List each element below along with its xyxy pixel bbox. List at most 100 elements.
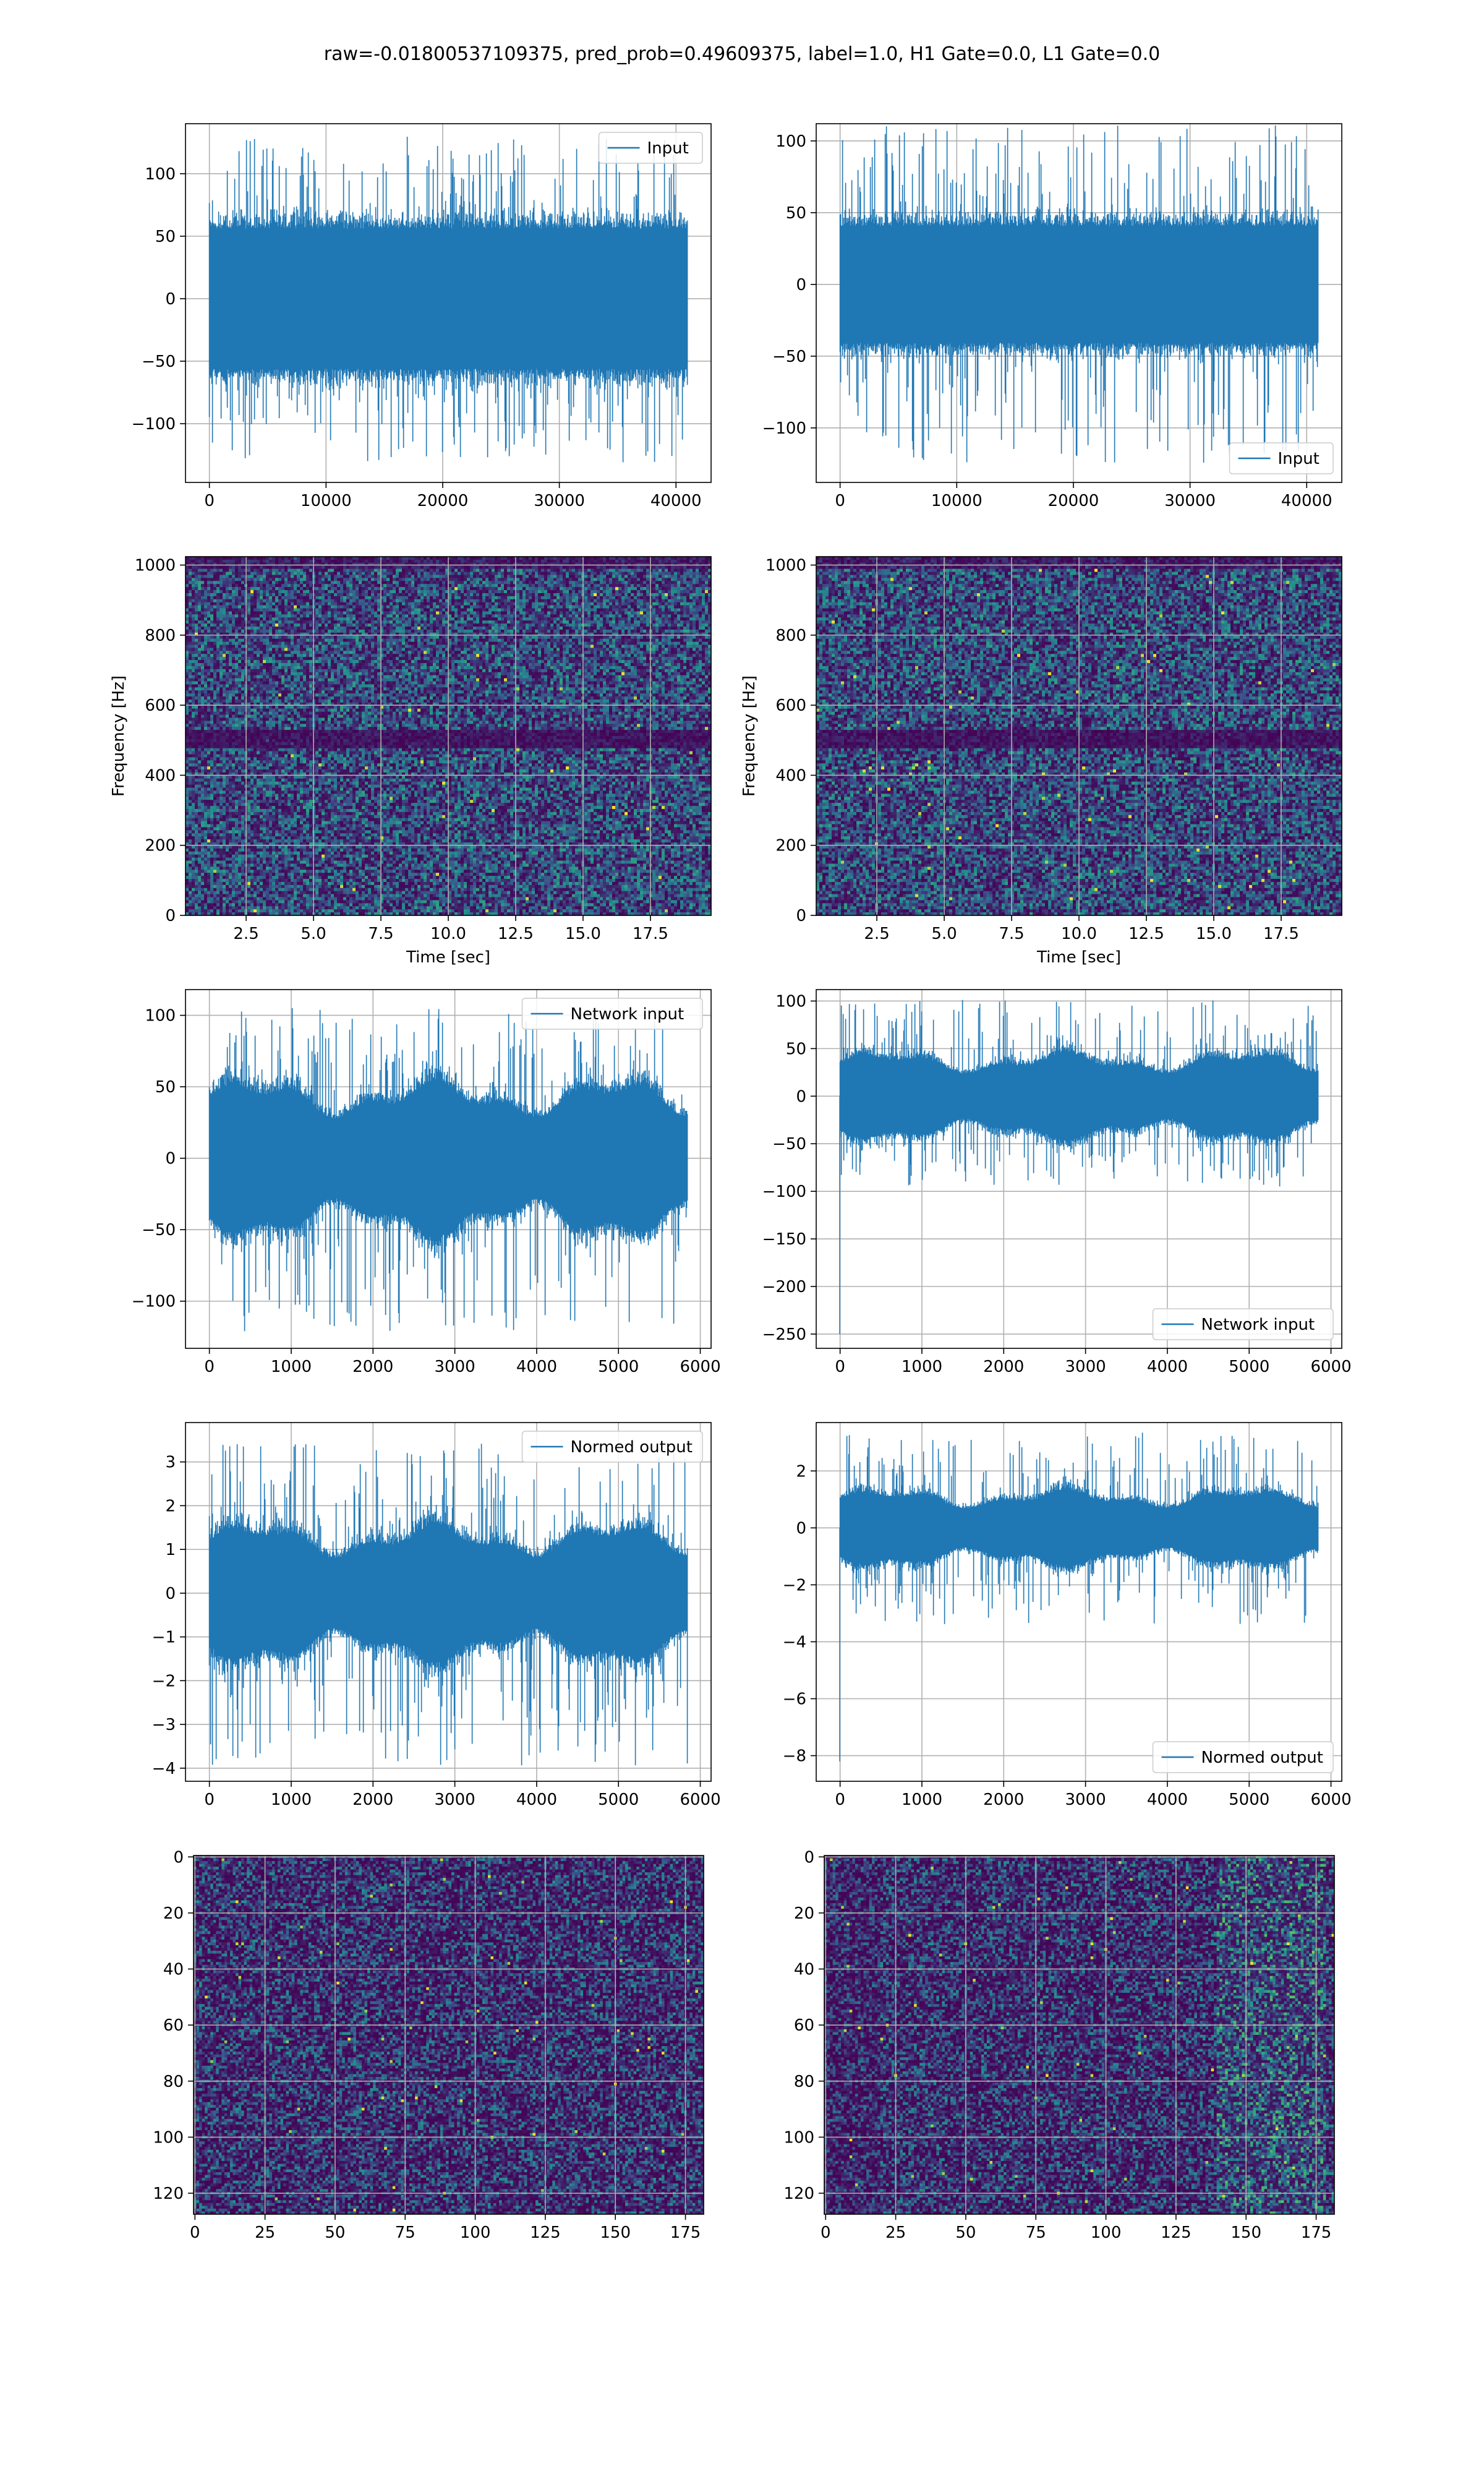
plot-area: [816, 990, 1342, 1348]
y-tick-label: −100: [762, 1183, 806, 1201]
panel-network-input-h1: Network input 0 1000 2000 3000 4000 5000 6000 −1…: [132, 990, 721, 1376]
y-tick-label: 200: [145, 837, 176, 855]
y-tick-label: 20: [794, 1904, 814, 1923]
y-tick-label: −2: [152, 1672, 176, 1690]
x-tick-label: 0: [835, 492, 845, 510]
y-tick-label: −150: [762, 1230, 806, 1249]
x-tick-label: 4000: [1147, 1358, 1188, 1376]
legend-label: Normed output: [1201, 1748, 1323, 1767]
x-tick-label: 25: [255, 2224, 275, 2242]
x-tick-label: 1000: [271, 1358, 312, 1376]
x-tick-label: 3000: [434, 1358, 475, 1376]
x-tick-label: 30000: [534, 492, 585, 510]
x-tick-label: 175: [1301, 2224, 1332, 2242]
x-tick-label: 17.5: [1263, 925, 1299, 943]
x-tick-label: 4000: [516, 1358, 557, 1376]
x-tick-label: 5.0: [301, 925, 326, 943]
image-cells: [194, 1856, 704, 2215]
y-tick-label: 0: [796, 276, 806, 294]
x-tick-label: 2000: [352, 1358, 393, 1376]
y-tick-label: −250: [762, 1325, 806, 1344]
x-tick-label: 20000: [417, 492, 469, 510]
y-tick-label: 0: [165, 290, 176, 309]
y-tick-label: −2: [783, 1576, 806, 1594]
y-tick-label: −1: [152, 1629, 176, 1647]
x-tick-label: 15.0: [1196, 925, 1232, 943]
y-axis-label: Frequency [Hz]: [109, 675, 128, 797]
x-axis-label: Time [sec]: [406, 948, 490, 967]
y-tick-label: −50: [142, 1221, 176, 1239]
legend: Network input: [522, 998, 703, 1029]
x-tick-label: 30000: [1164, 492, 1216, 510]
y-tick-label: 50: [155, 1078, 176, 1097]
x-tick-label: 2000: [983, 1791, 1024, 1809]
x-tick-label: 10000: [301, 492, 352, 510]
x-tick-label: 12.5: [1128, 925, 1164, 943]
x-tick-label: 5000: [598, 1358, 639, 1376]
legend-label: Normed output: [571, 1438, 693, 1457]
x-tick-label: 40000: [1281, 492, 1333, 510]
x-tick-label: 10000: [931, 492, 983, 510]
y-tick-label: 50: [786, 204, 806, 223]
x-tick-label: 1000: [902, 1791, 942, 1809]
x-tick-label: 2.5: [864, 925, 889, 943]
x-tick-label: 10.0: [430, 925, 466, 943]
x-tick-label: 17.5: [633, 925, 668, 943]
y-tick-label: 100: [153, 2128, 184, 2147]
y-tick-label: −4: [783, 1633, 806, 1651]
x-tick-label: 0: [835, 1358, 845, 1376]
y-tick-label: 60: [794, 2016, 814, 2035]
x-tick-label: 125: [530, 2224, 561, 2242]
y-tick-label: −100: [132, 1293, 176, 1311]
x-tick-label: 150: [600, 2224, 631, 2242]
x-tick-label: 3000: [434, 1791, 475, 1809]
x-tick-label: 0: [835, 1791, 845, 1809]
y-tick-label: 100: [145, 165, 176, 184]
x-tick-label: 150: [1230, 2224, 1261, 2242]
x-tick-label: 40000: [650, 492, 702, 510]
x-tick-label: 100: [1091, 2224, 1122, 2242]
x-tick-label: 7.5: [999, 925, 1024, 943]
x-tick-label: 1000: [902, 1358, 942, 1376]
x-tick-label: 10.0: [1061, 925, 1097, 943]
x-tick-label: 15.0: [565, 925, 601, 943]
y-tick-label: 100: [145, 1007, 176, 1025]
x-tick-label: 5000: [598, 1791, 639, 1809]
y-tick-label: −50: [772, 1135, 806, 1154]
panel-spectrogram-l1: 2.5 5.0 7.5 10.0 12.5 15.0 17.5020040060080010…: [740, 557, 1342, 967]
y-tick-label: 20: [163, 1904, 184, 1923]
y-tick-label: 100: [775, 992, 806, 1011]
y-tick-label: −100: [762, 419, 806, 438]
y-axis-label: Frequency [Hz]: [740, 675, 759, 797]
y-tick-label: 2: [165, 1497, 176, 1515]
x-tick-label: 0: [821, 2224, 831, 2242]
legend-label: Input: [647, 139, 689, 158]
x-tick-label: 50: [955, 2224, 976, 2242]
x-tick-label: 0: [204, 492, 215, 510]
x-tick-label: 7.5: [368, 925, 393, 943]
legend-label: Input: [1278, 450, 1320, 468]
x-tick-label: 50: [325, 2224, 345, 2242]
x-tick-label: 2.5: [233, 925, 258, 943]
y-tick-label: −100: [132, 415, 176, 434]
x-axis-label: Time [sec]: [1036, 948, 1121, 967]
y-tick-label: 800: [145, 627, 176, 645]
y-tick-label: 0: [165, 1585, 176, 1603]
plot-area: [816, 1423, 1342, 1781]
y-tick-label: 80: [794, 2073, 814, 2091]
y-tick-label: 60: [163, 2016, 184, 2035]
x-tick-label: 1000: [271, 1791, 312, 1809]
y-tick-label: −200: [762, 1278, 806, 1296]
y-tick-label: 0: [173, 1848, 184, 1867]
x-tick-label: 6000: [680, 1358, 720, 1376]
legend-label: Network input: [1201, 1316, 1315, 1334]
x-tick-label: 25: [885, 2224, 906, 2242]
y-tick-label: 0: [165, 1150, 176, 1168]
